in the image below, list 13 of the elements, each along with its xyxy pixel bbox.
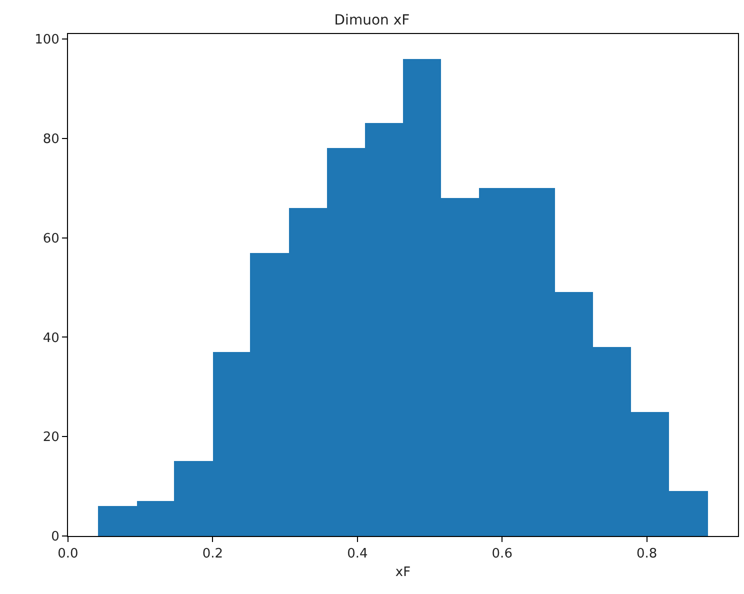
y-tick-label: 20 xyxy=(42,430,60,446)
y-tick-label: 40 xyxy=(42,330,60,346)
y-tick-label: 80 xyxy=(42,132,60,147)
x-tick-label: 0.6 xyxy=(492,546,512,562)
x-axis-title: xF xyxy=(395,565,411,580)
x-tick-label: 0.2 xyxy=(202,546,224,562)
y-tick-label: 60 xyxy=(42,231,60,246)
y-tick-label: 100 xyxy=(34,32,60,48)
x-tick-label: 0.4 xyxy=(347,546,368,562)
chart-title: Dimuon xF xyxy=(334,12,410,29)
y-tick-label: 0 xyxy=(51,530,60,545)
x-tick-label: 0.0 xyxy=(58,546,78,562)
x-tick-label: 0.8 xyxy=(636,546,658,562)
